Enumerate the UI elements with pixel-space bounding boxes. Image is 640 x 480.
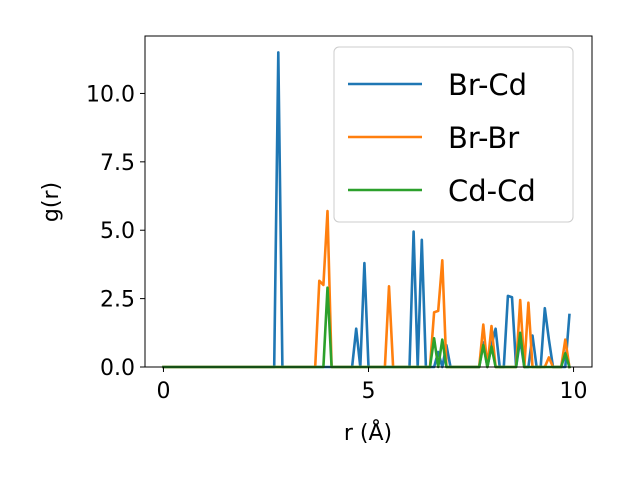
- x-axis: 0 5 10: [156, 367, 588, 404]
- legend-label: Br-Br: [448, 121, 519, 155]
- legend-label: Br-Cd: [448, 68, 527, 102]
- y-tick-label: 2.5: [100, 288, 135, 313]
- y-tick-label: 0.0: [100, 356, 135, 381]
- y-tick-label: 7.5: [100, 151, 135, 176]
- x-tick-label: 0: [156, 379, 170, 404]
- legend-label: Cd-Cd: [448, 174, 536, 208]
- x-tick-label: 10: [560, 379, 588, 404]
- x-axis-label: r (Å): [344, 419, 392, 446]
- y-tick-label: 10.0: [86, 82, 135, 107]
- y-tick-label: 5.0: [100, 219, 135, 244]
- y-axis: 0.0 2.5 5.0 7.5 10.0: [86, 82, 145, 381]
- x-tick-label: 5: [362, 379, 376, 404]
- legend: Br-Cd Br-Br Cd-Cd: [333, 46, 574, 223]
- legend-box: [333, 46, 574, 223]
- y-axis-label: g(r): [39, 182, 64, 222]
